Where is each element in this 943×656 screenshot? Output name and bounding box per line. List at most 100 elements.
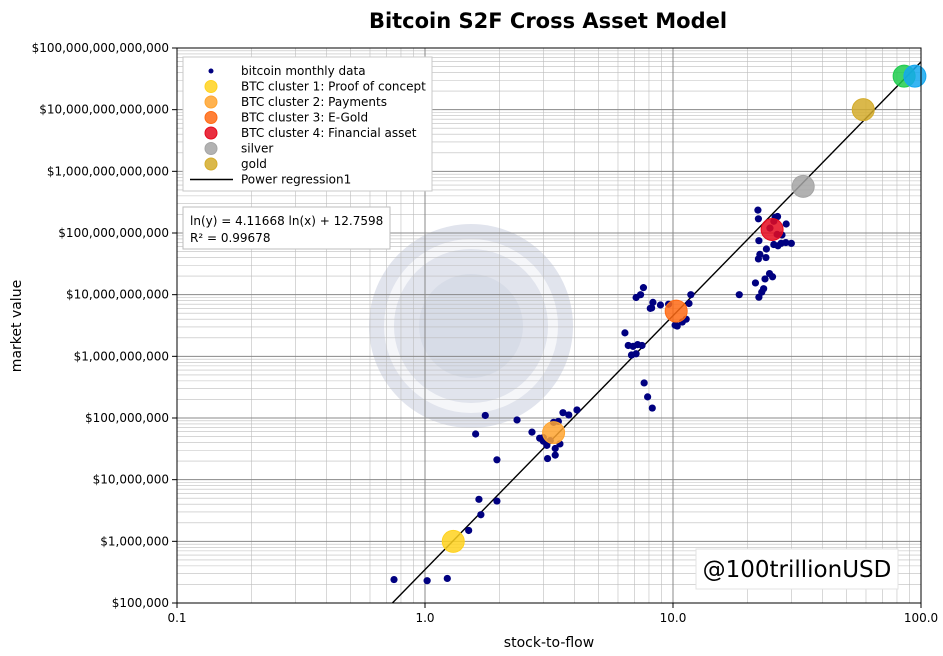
cluster-marker (851, 98, 875, 122)
y-tick-label: $100,000,000,000,000 (32, 41, 169, 55)
cluster-marker (664, 299, 688, 323)
legend-circle-swatch (204, 142, 218, 155)
y-tick-label: $1,000,000,000 (74, 349, 169, 363)
legend-label: BTC cluster 3: E-Gold (241, 111, 368, 125)
bitcoin-monthly-point (754, 215, 763, 223)
twitter-handle: @100trillionUSD (703, 557, 892, 583)
regression-equation-box: ln(y) = 4.11668 ln(x) + 12.7598 R² = 0.9… (182, 206, 391, 250)
y-axis-label: market value (9, 280, 25, 372)
legend-circle-swatch (204, 111, 218, 124)
y-tick-label: $10,000,000,000 (66, 288, 169, 302)
plot-frame (176, 47, 922, 604)
bitcoin-monthly-point (551, 444, 559, 453)
bitcoin-monthly-point (543, 454, 552, 463)
bitcoin-monthly-point (551, 451, 559, 459)
y-tick-label: $100,000 (112, 596, 169, 610)
cluster-marker (441, 529, 465, 553)
bitcoin-monthly-point (755, 237, 763, 245)
bitcoin-monthly-point (648, 304, 656, 312)
legend-label: BTC cluster 4: Financial asset (241, 126, 417, 140)
legend-dot-swatch (208, 68, 214, 74)
bitcoin-monthly-point (475, 495, 483, 503)
bitcoin-monthly-point (649, 298, 657, 306)
handle-frame (695, 548, 899, 590)
y-tick-labels: $100,000 $1,000,000 $10,000,000 $100,000,00… (32, 41, 169, 610)
legend-circle-swatch (204, 157, 218, 171)
bitcoin-monthly-point (762, 253, 770, 262)
bitcoin-monthly-point (756, 250, 764, 258)
bitcoin-monthly-point (565, 411, 573, 419)
bitcoin-monthly-point (761, 275, 769, 283)
r-squared-label: R² = 0.99678 (190, 231, 270, 245)
bitcoin-monthly-point (472, 430, 480, 438)
bitcoin-monthly-point (782, 220, 790, 228)
bitcoin-monthly-point (685, 299, 693, 308)
legend-label: silver (241, 142, 273, 156)
bitcoin-monthly-point (762, 245, 770, 253)
x-axis-label: stock-to-flow (504, 635, 594, 651)
chart-title: Bitcoin S2F Cross Asset Model (369, 9, 727, 33)
cluster-marker (542, 421, 566, 445)
y-tick-label: $1,000,000,000,000 (47, 164, 169, 178)
y-tick-label: $100,000,000,000 (58, 226, 169, 240)
bitcoin-monthly-point (559, 409, 567, 417)
bitcoin-monthly-point (673, 322, 681, 330)
bitcoin-logo-watermark (369, 224, 573, 428)
x-tick-label: 1.0 (415, 611, 434, 625)
bitcoin-monthly-point (639, 284, 648, 292)
y-tick-label: $10,000,000 (93, 473, 169, 487)
bitcoin-monthly-point (648, 404, 656, 412)
legend-box (182, 56, 433, 192)
bitcoin-monthly-point (656, 301, 665, 309)
x-tick-label: 10.0 (660, 611, 687, 625)
bitcoin-monthly-point (543, 441, 551, 449)
bitcoin-monthly-point (636, 291, 645, 299)
bitcoin-monthly-point (760, 285, 768, 293)
y-tick-label: $100,000,000 (85, 411, 169, 425)
legend-label: BTC cluster 2: Payments (241, 95, 387, 109)
legend: bitcoin monthly data BTC cluster 1: Proof… (182, 56, 433, 192)
regression-equation: ln(y) = 4.11668 ln(x) + 12.7598 (190, 214, 383, 228)
cluster-marker (903, 64, 927, 88)
x-tick-label: 100.0 (904, 611, 938, 625)
bitcoin-monthly-point (751, 279, 760, 287)
bitcoin-monthly-point (621, 329, 629, 337)
bitcoin-monthly-point (634, 340, 642, 349)
bitcoin-monthly-point (640, 379, 648, 387)
legend-label: Power regression1 (241, 173, 351, 187)
bitcoin-monthly-point (513, 416, 521, 424)
bitcoin-monthly-point (632, 350, 640, 358)
bitcoin-monthly-point (782, 238, 790, 247)
x-tick-labels: 0.1 1.0 10.0 100.0 (167, 611, 938, 625)
legend-label: bitcoin monthly data (241, 64, 366, 78)
legend-circle-swatch (204, 95, 218, 109)
legend-label: BTC cluster 1: Proof of concept (241, 80, 426, 94)
bitcoin-monthly-point (477, 511, 485, 519)
bitcoin-monthly-point (644, 393, 652, 401)
twitter-handle-box: @100trillionUSD (695, 548, 899, 590)
equation-frame (182, 206, 391, 250)
bitcoin-monthly-point (754, 206, 762, 214)
bitcoin-monthly-point (443, 574, 451, 583)
legend-label: gold (241, 157, 267, 171)
y-tick-label: $10,000,000,000,000 (39, 103, 169, 117)
x-tick-label: 0.1 (167, 611, 186, 625)
bitcoin-monthly-point (787, 239, 795, 247)
bitcoin-monthly-point (735, 291, 743, 299)
legend-circle-swatch (204, 80, 218, 93)
bitcoin-monthly-point (528, 428, 536, 436)
bitcoin-monthly-point (465, 526, 473, 535)
bitcoin-monthly-point (573, 406, 581, 414)
bitcoin-monthly-point (481, 411, 489, 420)
y-tick-label: $1,000,000 (100, 534, 169, 548)
bitcoin-monthly-point (390, 575, 398, 584)
bitcoin-monthly-point (493, 456, 501, 464)
bitcoin-monthly-point (493, 497, 501, 505)
cluster-marker (791, 174, 815, 198)
cluster-marker (760, 217, 784, 241)
bitcoin-monthly-point (423, 577, 431, 585)
bitcoin-monthly-point (768, 273, 777, 281)
plot-content (390, 61, 927, 604)
bitcoin-monthly-point (687, 291, 695, 299)
